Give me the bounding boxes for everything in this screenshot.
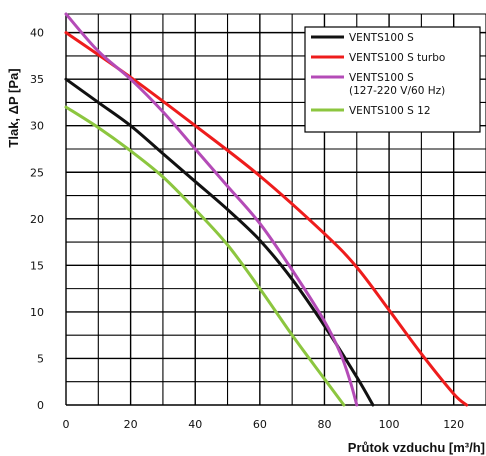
- y-axis-ticks: 0 5 10 15 20 25 30 35 40: [30, 27, 44, 412]
- x-tick-label: 60: [253, 418, 267, 431]
- y-tick-label: 5: [37, 352, 44, 365]
- legend-label-1: VENTS100 S: [349, 32, 414, 44]
- y-tick-label: 20: [30, 213, 44, 226]
- y-tick-label: 25: [30, 166, 44, 179]
- series-line-2: [64, 31, 469, 407]
- legend-label-3: (127-220 V/60 Hz): [349, 85, 445, 97]
- x-tick-label: 100: [379, 418, 400, 431]
- y-axis-label: Tlak, ΔP [Pa]: [6, 68, 21, 147]
- series-lines: [64, 12, 469, 407]
- legend-label-2: VENTS100 S turbo: [349, 52, 445, 64]
- y-tick-label: 15: [30, 259, 44, 272]
- series-line-3: [64, 12, 359, 407]
- x-axis-ticks: 0 20 40 60 80 100 120: [63, 418, 465, 431]
- x-tick-label: 40: [188, 418, 202, 431]
- x-tick-label: 0: [63, 418, 70, 431]
- x-axis-label: Průtok vzduchu [m³/h]: [348, 440, 485, 455]
- x-tick-label: 20: [124, 418, 138, 431]
- y-tick-label: 35: [30, 73, 44, 86]
- series-line-4: [64, 105, 346, 407]
- y-tick-label: 0: [37, 399, 44, 412]
- legend-label-3: VENTS100 S: [349, 72, 414, 84]
- legend-label-4: VENTS100 S 12: [349, 105, 431, 117]
- y-tick-label: 40: [30, 27, 44, 40]
- y-tick-label: 10: [30, 306, 44, 319]
- legend-box: [304, 26, 481, 133]
- x-tick-label: 80: [317, 418, 331, 431]
- y-tick-label: 30: [30, 120, 44, 133]
- x-tick-label: 120: [443, 418, 464, 431]
